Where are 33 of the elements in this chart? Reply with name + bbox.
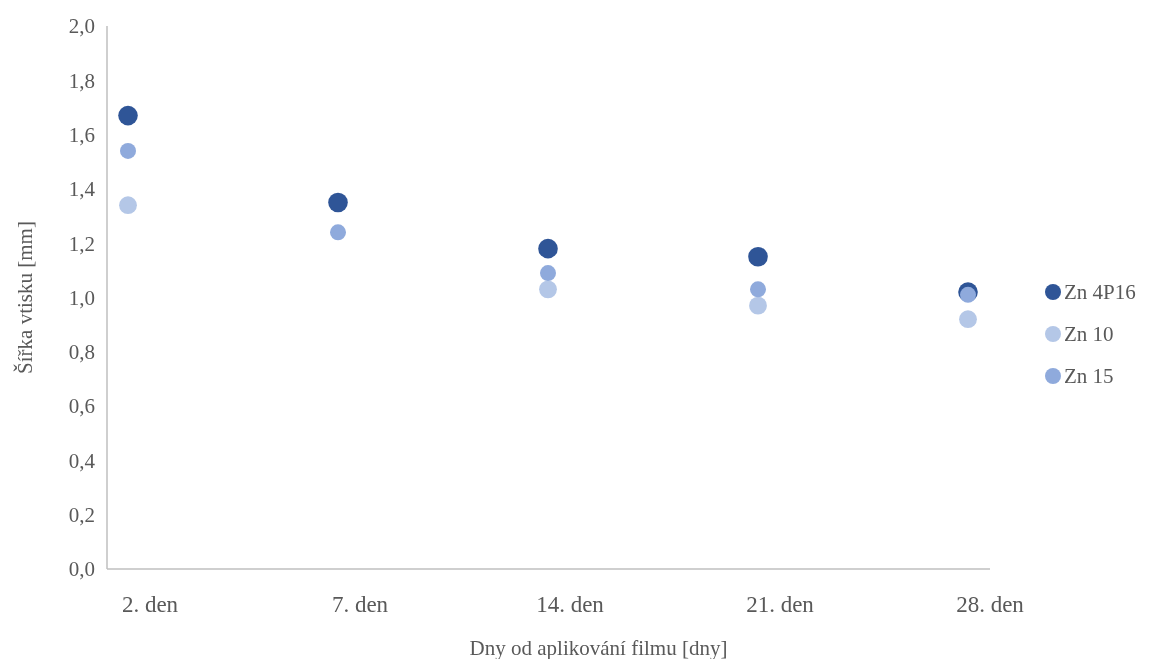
point — [538, 238, 558, 259]
point — [749, 296, 767, 315]
point — [539, 280, 557, 299]
point — [330, 224, 346, 241]
point — [328, 192, 348, 213]
y-tick-label: 2,0 — [68, 14, 95, 39]
y-tick-label: 0,2 — [68, 503, 95, 528]
x-axis-title: Dny od aplikování filmu [dny] — [469, 636, 728, 659]
x-tick-label: 21. den — [746, 592, 815, 617]
point — [750, 281, 766, 298]
point — [119, 196, 137, 215]
x-tick-label: 14. den — [536, 592, 605, 617]
x-tick-label: 2. den — [121, 592, 179, 617]
x-tick-label: 28. den — [956, 592, 1025, 617]
y-tick-label: 1,4 — [68, 177, 96, 202]
point — [118, 105, 138, 126]
point — [120, 142, 136, 159]
point — [959, 310, 977, 329]
y-tick-label: 0,8 — [68, 340, 95, 365]
y-tick-label: 0,0 — [68, 557, 95, 582]
y-tick-label: 1,2 — [68, 231, 95, 256]
x-tick-label: 7. den — [331, 592, 389, 617]
y-tick-label: 0,4 — [68, 448, 96, 473]
legend-label: Zn 10 — [1064, 322, 1114, 347]
legend-label: Zn 4P16 — [1064, 280, 1136, 305]
y-tick-label: 1,0 — [68, 285, 95, 310]
point — [540, 265, 556, 282]
point — [748, 246, 768, 267]
y-tick-label: 0,6 — [68, 394, 95, 419]
legend-label: Zn 15 — [1064, 364, 1114, 389]
y-tick-label: 1,6 — [68, 122, 95, 147]
y-axis-title: Šířka vtisku [mm] — [13, 221, 37, 374]
y-tick-label: 1,8 — [68, 68, 95, 93]
